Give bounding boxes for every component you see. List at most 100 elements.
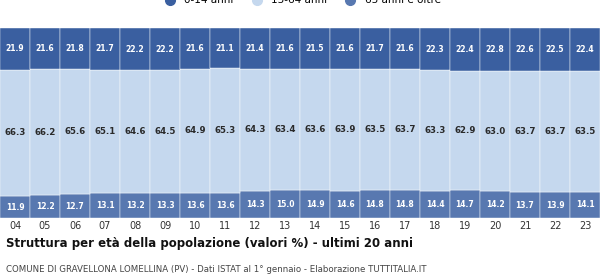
Bar bbox=[151, 28, 179, 70]
Text: 65.3: 65.3 bbox=[214, 126, 236, 135]
Text: COMUNE DI GRAVELLONA LOMELLINA (PV) - Dati ISTAT al 1° gennaio - Elaborazione TU: COMUNE DI GRAVELLONA LOMELLINA (PV) - Da… bbox=[6, 265, 427, 274]
Text: 14.3: 14.3 bbox=[245, 200, 265, 209]
Bar bbox=[1, 28, 29, 69]
Text: 22.8: 22.8 bbox=[485, 45, 505, 54]
Text: 22.2: 22.2 bbox=[155, 45, 175, 54]
Text: 63.7: 63.7 bbox=[514, 127, 536, 136]
Bar bbox=[211, 68, 239, 193]
Bar bbox=[361, 69, 389, 190]
Text: Struttura per età della popolazione (valori %) - ultimi 20 anni: Struttura per età della popolazione (val… bbox=[6, 237, 413, 249]
Text: 63.4: 63.4 bbox=[274, 125, 296, 134]
Bar bbox=[331, 28, 359, 69]
Text: 63.0: 63.0 bbox=[484, 127, 506, 136]
Bar bbox=[391, 190, 419, 218]
Text: 22.4: 22.4 bbox=[575, 45, 595, 54]
Bar bbox=[361, 190, 389, 218]
Text: 21.1: 21.1 bbox=[215, 44, 235, 53]
Bar bbox=[391, 69, 419, 190]
Text: 21.7: 21.7 bbox=[95, 44, 115, 53]
Bar bbox=[541, 71, 569, 192]
Bar bbox=[1, 196, 29, 218]
Bar bbox=[61, 28, 89, 69]
Text: 13.6: 13.6 bbox=[185, 201, 205, 210]
Bar bbox=[361, 28, 389, 69]
Bar bbox=[241, 28, 269, 69]
Bar bbox=[481, 191, 509, 218]
Bar bbox=[211, 193, 239, 218]
Text: 63.5: 63.5 bbox=[364, 125, 386, 134]
Bar bbox=[481, 71, 509, 191]
Bar bbox=[391, 28, 419, 69]
Text: 21.6: 21.6 bbox=[185, 44, 205, 53]
Text: 21.8: 21.8 bbox=[65, 44, 85, 53]
Bar bbox=[271, 28, 299, 69]
Legend: 0-14 anni, 15-64 anni, 65 anni e oltre: 0-14 anni, 15-64 anni, 65 anni e oltre bbox=[155, 0, 445, 10]
Text: 13.9: 13.9 bbox=[545, 201, 565, 210]
Text: 63.7: 63.7 bbox=[394, 125, 416, 134]
Bar bbox=[211, 28, 239, 68]
Text: 64.9: 64.9 bbox=[184, 126, 206, 135]
Bar bbox=[511, 192, 539, 218]
Text: 66.2: 66.2 bbox=[34, 128, 56, 137]
Text: 14.8: 14.8 bbox=[365, 200, 385, 209]
Text: 63.6: 63.6 bbox=[304, 125, 326, 134]
Text: 22.2: 22.2 bbox=[125, 45, 145, 54]
Text: 12.7: 12.7 bbox=[65, 202, 85, 211]
Bar bbox=[301, 28, 329, 69]
Text: 63.5: 63.5 bbox=[574, 127, 596, 136]
Text: 14.7: 14.7 bbox=[455, 200, 475, 209]
Text: 11.9: 11.9 bbox=[5, 202, 25, 212]
Text: 21.6: 21.6 bbox=[335, 44, 355, 53]
Bar bbox=[541, 28, 569, 71]
Bar bbox=[121, 193, 149, 218]
Text: 21.4: 21.4 bbox=[245, 44, 265, 53]
Bar bbox=[241, 69, 269, 191]
Text: 22.3: 22.3 bbox=[425, 45, 445, 54]
Text: 14.2: 14.2 bbox=[485, 200, 505, 209]
Text: 22.4: 22.4 bbox=[455, 45, 475, 54]
Bar bbox=[61, 69, 89, 194]
Bar bbox=[451, 190, 479, 218]
Text: 14.1: 14.1 bbox=[575, 200, 595, 209]
Text: 13.7: 13.7 bbox=[515, 201, 535, 210]
Text: 22.6: 22.6 bbox=[515, 45, 535, 54]
Bar bbox=[181, 193, 209, 218]
Text: 13.1: 13.1 bbox=[95, 201, 115, 211]
Bar bbox=[481, 28, 509, 71]
Text: 63.3: 63.3 bbox=[424, 126, 446, 135]
Bar bbox=[541, 192, 569, 218]
Bar bbox=[151, 193, 179, 218]
Text: 12.2: 12.2 bbox=[35, 202, 55, 211]
Text: 14.8: 14.8 bbox=[395, 200, 415, 209]
Text: 63.7: 63.7 bbox=[544, 127, 566, 136]
Text: 63.9: 63.9 bbox=[334, 125, 356, 134]
Bar bbox=[271, 69, 299, 190]
Text: 14.6: 14.6 bbox=[335, 200, 355, 209]
Bar bbox=[1, 69, 29, 196]
Bar bbox=[301, 190, 329, 218]
Text: 21.6: 21.6 bbox=[35, 44, 55, 53]
Bar bbox=[331, 69, 359, 191]
Bar bbox=[571, 28, 599, 71]
Bar bbox=[331, 191, 359, 218]
Bar bbox=[121, 28, 149, 70]
Bar bbox=[91, 69, 119, 193]
Bar bbox=[421, 71, 449, 191]
Text: 14.4: 14.4 bbox=[425, 200, 445, 209]
Bar bbox=[181, 28, 209, 69]
Bar bbox=[151, 70, 179, 193]
Bar bbox=[511, 28, 539, 71]
Text: 64.3: 64.3 bbox=[244, 125, 266, 134]
Bar bbox=[421, 28, 449, 71]
Text: 62.9: 62.9 bbox=[454, 126, 476, 135]
Bar bbox=[451, 28, 479, 71]
Text: 21.6: 21.6 bbox=[275, 44, 295, 53]
Bar bbox=[31, 195, 59, 218]
Bar bbox=[241, 191, 269, 218]
Text: 21.9: 21.9 bbox=[5, 44, 25, 53]
Text: 65.1: 65.1 bbox=[94, 127, 116, 136]
Text: 64.5: 64.5 bbox=[154, 127, 176, 136]
Bar bbox=[451, 71, 479, 190]
Bar bbox=[301, 69, 329, 190]
Bar bbox=[271, 190, 299, 218]
